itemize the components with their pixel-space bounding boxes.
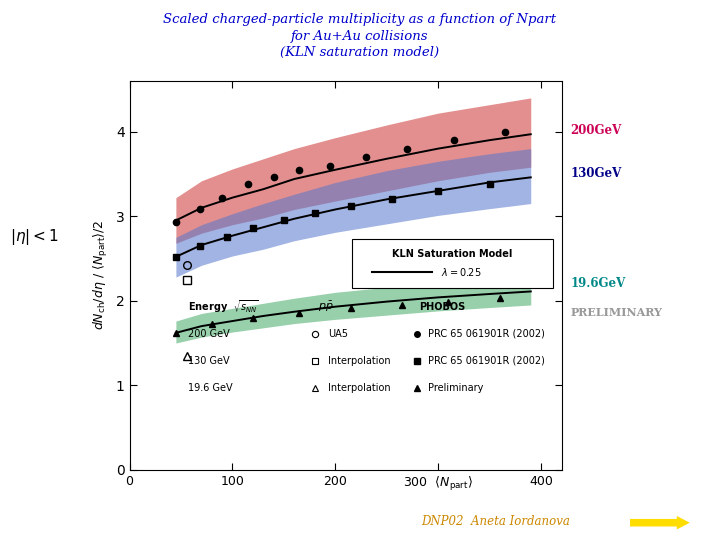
Text: Scaled charged-particle multiplicity as a function of Npart: Scaled charged-particle multiplicity as … [163, 14, 557, 26]
Text: UA5: UA5 [328, 329, 348, 339]
Text: Interpolation: Interpolation [328, 356, 391, 366]
Text: $\lambda = 0.25$: $\lambda = 0.25$ [441, 266, 481, 278]
Text: KLN Saturation Model: KLN Saturation Model [392, 249, 513, 259]
Text: PHOBOS: PHOBOS [419, 301, 465, 312]
Text: Interpolation: Interpolation [328, 383, 391, 393]
Text: 19.6GeV: 19.6GeV [570, 277, 626, 290]
Text: for Au+Au collisions: for Au+Au collisions [292, 30, 428, 43]
Text: DNP02  Aneta Iordanova: DNP02 Aneta Iordanova [421, 515, 570, 528]
Text: 19.6 GeV: 19.6 GeV [188, 383, 233, 393]
Text: PRC 65 061901R (2002): PRC 65 061901R (2002) [428, 356, 544, 366]
Text: PRC 65 061901R (2002): PRC 65 061901R (2002) [428, 329, 544, 339]
Text: 200GeV: 200GeV [570, 124, 621, 137]
Text: 130 GeV: 130 GeV [188, 356, 230, 366]
Text: 130GeV: 130GeV [570, 167, 621, 180]
Y-axis label: $dN_{\rm ch}/d\eta\ /\ \langle N_{\rm part}\rangle/2$: $dN_{\rm ch}/d\eta\ /\ \langle N_{\rm pa… [92, 220, 110, 330]
Text: $p\bar{p}$: $p\bar{p}$ [318, 299, 333, 314]
Text: Preliminary: Preliminary [428, 383, 483, 393]
Text: (KLN saturation model): (KLN saturation model) [280, 46, 440, 59]
Text: Energy  $\sqrt{s_{NN}}$: Energy $\sqrt{s_{NN}}$ [188, 298, 259, 315]
Text: $|\eta|<1$: $|\eta|<1$ [10, 226, 59, 247]
Text: PRELIMINARY: PRELIMINARY [570, 307, 662, 319]
FancyBboxPatch shape [352, 239, 553, 288]
Text: 200 GeV: 200 GeV [188, 329, 230, 339]
